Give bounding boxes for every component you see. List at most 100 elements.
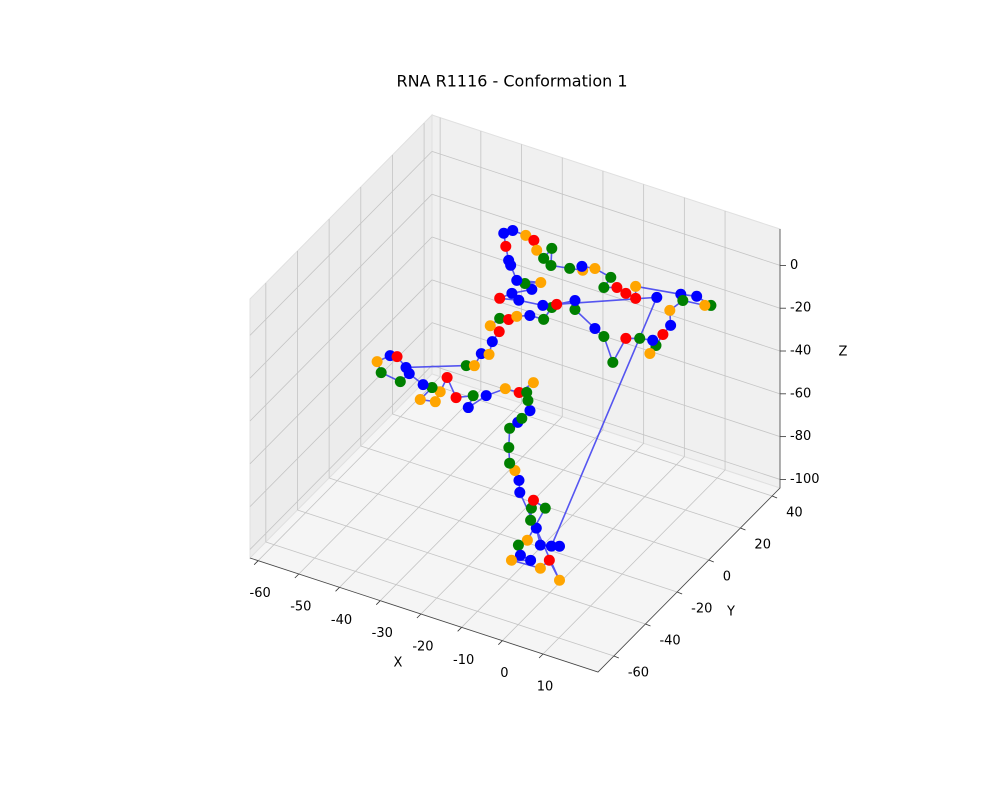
point [538,313,550,325]
point [665,319,677,331]
tick-mark [613,655,619,659]
point [699,299,711,311]
point [527,377,539,389]
tick-mark [645,623,651,627]
point [484,320,496,332]
point [657,328,669,340]
point [414,394,426,406]
x-tick-label: 10 [537,680,554,695]
point [598,281,610,293]
point [507,224,519,236]
tick-mark [771,495,778,499]
y-tick-label: 40 [786,506,803,521]
point [528,234,540,246]
z-tick-label: -100 [790,472,820,487]
point [400,361,412,373]
point [426,382,438,394]
grid-line [265,541,614,657]
tick-mark [538,653,544,659]
point [522,394,534,406]
point [630,280,642,292]
point [494,292,506,304]
point [394,376,406,388]
point [511,274,523,286]
point [525,554,537,566]
y-tick-label: -40 [659,634,680,649]
grid-line [297,509,646,625]
point [486,336,498,348]
point [494,312,506,324]
point [498,227,510,239]
x-tick-label: -20 [412,640,433,655]
point [534,562,546,574]
point [644,348,656,360]
point [691,290,703,302]
grid-line [431,236,781,352]
point [525,514,537,526]
point [504,457,516,469]
point [545,540,557,552]
point [483,348,495,360]
grid-line [298,389,482,575]
point [462,402,474,414]
y-tick-label: -60 [628,666,649,681]
grid-line [339,403,522,588]
z-tick-label: -60 [790,386,811,401]
point [551,298,563,310]
grid-line [431,151,781,266]
point [677,295,689,307]
y-axis-label: Y [726,605,735,620]
grid-line [461,443,644,628]
point [543,554,555,566]
point [576,260,588,272]
point [520,229,532,241]
grid-line [379,416,563,601]
y-tick-label: 0 [723,570,731,585]
point [375,367,387,379]
point [598,331,610,343]
point [535,276,547,288]
point [647,334,659,346]
point [513,474,525,486]
point [506,287,518,299]
point [450,392,462,404]
point [513,294,525,306]
point [441,372,453,384]
grid-line [431,193,781,309]
point [534,539,546,551]
grid-line [431,365,781,480]
point [569,303,581,315]
point [467,390,479,402]
z-tick-label: 0 [790,258,798,273]
tick-mark [416,613,422,619]
tick-mark [498,640,503,645]
grid-line [542,469,726,655]
tick-mark [294,573,300,579]
point [500,240,512,252]
point [531,244,543,256]
point [554,540,566,552]
tick-mark [708,559,714,563]
grid-line [249,193,433,379]
point [504,422,516,434]
grid-line [502,456,685,641]
point [607,356,619,368]
point [468,360,480,372]
tick-mark [253,560,259,565]
point [569,295,581,307]
point [434,386,446,398]
point [511,310,523,322]
point [417,379,429,391]
point [524,405,536,417]
grid-line [392,413,741,529]
x-axis-label: X [394,656,403,671]
x-tick-label: -60 [250,586,271,601]
point [554,574,566,586]
point [480,390,492,402]
point [630,292,642,304]
point [530,522,542,534]
grid-line [249,279,433,465]
point [499,383,511,395]
